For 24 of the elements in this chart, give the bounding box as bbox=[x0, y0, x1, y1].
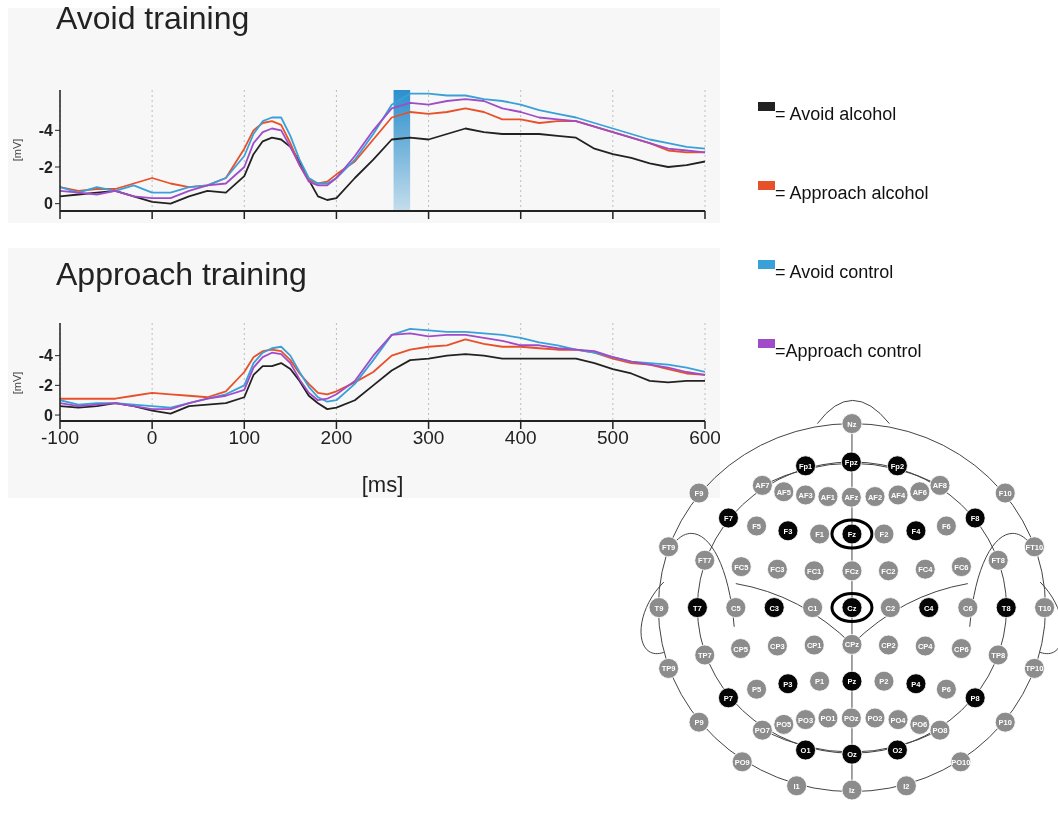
x-tick-label: 500 bbox=[597, 427, 629, 449]
y-tick-label: -2 bbox=[38, 377, 54, 395]
line-series bbox=[60, 338, 705, 400]
legend-label: = Avoid alcohol bbox=[775, 104, 897, 125]
legend-label: =Approach control bbox=[775, 341, 922, 362]
y-axis-title: [mV] bbox=[11, 138, 23, 162]
x-tick-label: 400 bbox=[504, 427, 537, 449]
chart-title: Avoid training bbox=[56, 0, 250, 37]
y-tick-label: -2 bbox=[38, 158, 54, 176]
x-tick-label: 200 bbox=[320, 427, 353, 449]
legend-label: = Approach alcohol bbox=[775, 183, 929, 204]
y-axis-title: [mV] bbox=[11, 371, 23, 395]
y-tick-label: -4 bbox=[38, 122, 54, 140]
y-tick-label: 0 bbox=[44, 195, 54, 213]
x-tick-label: 100 bbox=[228, 427, 261, 449]
legend-label: = Avoid control bbox=[775, 262, 894, 283]
x-axis-title: [ms] bbox=[361, 472, 404, 497]
x-tick-label: 600 bbox=[689, 427, 721, 449]
x-tick-label: 0 bbox=[146, 427, 158, 449]
x-tick-label: -100 bbox=[40, 427, 80, 449]
y-tick-label: 0 bbox=[44, 406, 54, 424]
chart-title: Approach training bbox=[56, 256, 307, 293]
y-tick-label: -4 bbox=[38, 347, 54, 365]
x-tick-label: 300 bbox=[412, 427, 445, 449]
